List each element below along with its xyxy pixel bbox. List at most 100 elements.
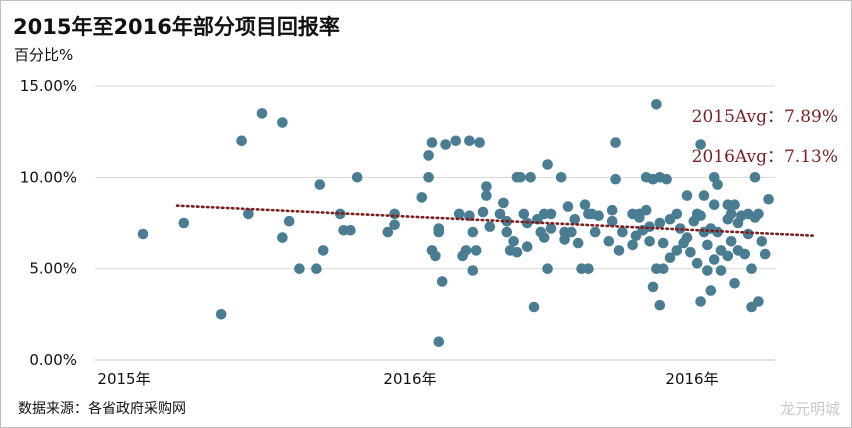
data-point: [705, 285, 717, 296]
y-tick-label: 10.00%: [20, 168, 77, 186]
watermark: 龙元明城: [779, 400, 840, 418]
data-point: [749, 172, 761, 183]
data-point: [294, 263, 305, 275]
data-point: [521, 241, 533, 252]
data-point: [440, 139, 451, 150]
data-point: [545, 208, 557, 220]
data-point: [725, 236, 737, 247]
x-tick-label: 2016年: [665, 370, 718, 388]
data-point: [569, 214, 581, 225]
data-point: [664, 252, 676, 263]
data-point: [494, 208, 506, 220]
data-point: [753, 208, 764, 220]
data-point: [583, 263, 594, 275]
data-point: [627, 239, 638, 251]
data-point: [681, 232, 693, 243]
data-point: [651, 99, 662, 110]
data-point: [277, 232, 288, 243]
data-point: [739, 248, 751, 260]
data-point: [746, 263, 757, 275]
data-point: [695, 296, 706, 307]
data-point: [382, 226, 394, 238]
data-point: [593, 210, 604, 221]
data-point: [685, 246, 696, 258]
chart-title: 2015年至2016年部分项目回报率: [13, 15, 340, 39]
data-point: [498, 197, 509, 209]
data-point: [277, 117, 288, 128]
data-point: [283, 215, 295, 227]
data-point: [579, 199, 591, 210]
data-point: [243, 208, 254, 220]
y-tick-labels: 0.00% 5.00% 10.00% 15.00%: [20, 77, 77, 369]
data-point: [617, 226, 628, 238]
data-point: [702, 265, 713, 276]
data-point: [236, 135, 247, 147]
data-point: [450, 135, 462, 147]
data-point: [742, 228, 754, 240]
data-point: [698, 190, 710, 201]
data-point: [708, 254, 720, 265]
data-point: [317, 245, 329, 256]
data-point: [562, 201, 574, 212]
data-point: [702, 239, 713, 251]
data-point: [256, 108, 268, 119]
data-point: [215, 309, 227, 320]
data-point: [603, 236, 615, 247]
data-point: [759, 248, 771, 260]
data-point: [477, 206, 489, 218]
data-point: [725, 208, 737, 220]
data-point: [589, 226, 601, 238]
data-point: [484, 221, 496, 232]
data-point: [481, 181, 492, 192]
data-point: [545, 223, 557, 234]
data-point: [640, 204, 652, 216]
data-point: [644, 236, 655, 247]
data-point: [467, 265, 479, 276]
data-point: [470, 245, 482, 256]
data-point: [647, 281, 659, 293]
y-tick-label: 5.00%: [29, 260, 77, 278]
data-point: [542, 159, 553, 170]
data-point: [467, 226, 479, 238]
data-point: [334, 208, 346, 220]
data-point: [671, 245, 683, 256]
data-point: [555, 172, 567, 183]
data-point: [511, 246, 523, 258]
data-point: [542, 263, 553, 275]
data-point: [756, 236, 768, 247]
y-tick-label: 15.00%: [20, 77, 77, 95]
data-point: [515, 172, 526, 183]
data-point: [178, 217, 190, 229]
data-point: [423, 150, 434, 161]
data-point: [681, 190, 693, 201]
data-point: [671, 208, 683, 220]
data-point: [559, 234, 570, 245]
data-point: [314, 179, 326, 190]
data-point: [572, 237, 584, 249]
data-point: [708, 199, 720, 210]
data-point: [722, 250, 734, 262]
data-points: [137, 99, 774, 348]
data-point: [715, 265, 727, 276]
data-point: [753, 296, 764, 307]
data-point: [474, 137, 485, 148]
avg-2015-annotation: 2015Avg：7.89%: [692, 107, 838, 127]
data-point: [311, 263, 322, 275]
data-point: [389, 219, 400, 231]
data-point: [389, 208, 400, 220]
data-point: [528, 301, 540, 313]
data-point: [464, 135, 475, 147]
data-point: [453, 208, 465, 220]
data-point: [657, 237, 669, 249]
data-point: [654, 217, 666, 229]
data-point: [674, 223, 686, 234]
data-point: [695, 210, 706, 221]
data-point: [351, 172, 363, 183]
data-point: [538, 232, 550, 243]
data-point: [712, 179, 723, 190]
source-note: 数据来源：各省政府采购网: [18, 401, 186, 417]
data-point: [481, 190, 492, 201]
data-point: [657, 263, 669, 275]
x-tick-label: 2016年: [383, 370, 436, 388]
